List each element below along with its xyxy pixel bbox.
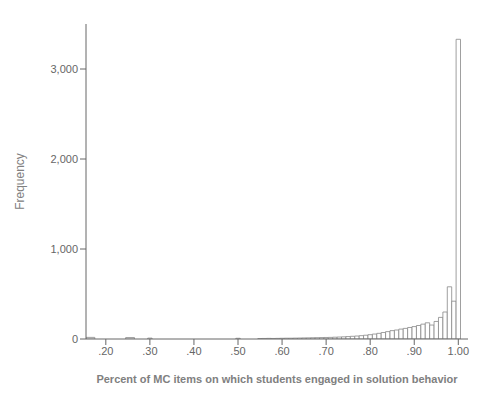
svg-text:3,000: 3,000 xyxy=(50,63,78,75)
svg-text:2,000: 2,000 xyxy=(50,153,78,165)
svg-text:.70: .70 xyxy=(318,345,333,357)
svg-text:0: 0 xyxy=(72,333,78,345)
svg-text:.80: .80 xyxy=(363,345,378,357)
svg-text:1,000: 1,000 xyxy=(50,243,78,255)
svg-text:Percent of MC items on which s: Percent of MC items on which students en… xyxy=(96,373,458,385)
svg-text:.20: .20 xyxy=(98,345,113,357)
svg-text:1.00: 1.00 xyxy=(448,345,469,357)
svg-text:.90: .90 xyxy=(407,345,422,357)
svg-text:.30: .30 xyxy=(142,345,157,357)
svg-text:.60: .60 xyxy=(274,345,289,357)
svg-text:.50: .50 xyxy=(230,345,245,357)
svg-text:.40: .40 xyxy=(186,345,201,357)
svg-text:Frequency: Frequency xyxy=(13,153,27,210)
